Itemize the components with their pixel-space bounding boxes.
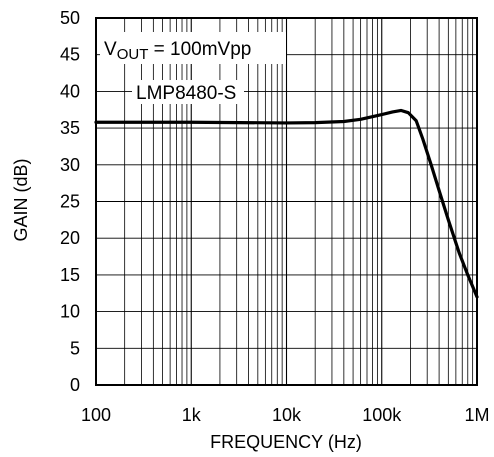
y-tick-label: 15 — [60, 265, 80, 285]
annotation-vout-prefix: V — [104, 39, 117, 60]
y-tick-label: 0 — [70, 375, 80, 395]
series-line-gain — [94, 108, 479, 299]
y-axis-title: GAIN (dB) — [11, 158, 31, 241]
series-group — [94, 108, 479, 299]
x-axis-title: FREQUENCY (Hz) — [210, 432, 362, 452]
plot-frame — [95, 17, 478, 386]
x-tick-label: 100k — [362, 405, 402, 425]
annotation-vout-suffix: = 100mVpp — [148, 39, 251, 60]
annotation-vout-box — [100, 32, 286, 64]
y-tick-label: 30 — [60, 155, 80, 175]
annotations-group: VOUT = 100mVpp LMP8480-S — [100, 32, 286, 104]
y-tick-label: 5 — [70, 338, 80, 358]
y-tick-label: 25 — [60, 192, 80, 212]
grid-lines — [95, 17, 477, 386]
y-tick-labels: 0 5 10 15 20 25 30 35 40 45 50 — [60, 8, 80, 395]
y-tick-label: 20 — [60, 228, 80, 248]
annotation-vout: VOUT = 100mVpp — [104, 39, 251, 63]
x-tick-label: 1k — [182, 405, 202, 425]
y-tick-label: 45 — [60, 45, 80, 65]
y-tick-label: 50 — [60, 8, 80, 28]
x-tick-label: 10k — [272, 405, 302, 425]
x-tick-label: 1M — [464, 405, 489, 425]
y-tick-label: 40 — [60, 81, 80, 101]
x-tick-label: 100 — [81, 405, 111, 425]
annotation-vout-subscript: OUT — [117, 46, 149, 63]
y-tick-label: 10 — [60, 302, 80, 322]
y-tick-label: 35 — [60, 118, 80, 138]
annotation-part-box — [132, 80, 244, 104]
x-tick-labels: 100 1k 10k 100k 1M — [81, 405, 490, 425]
annotation-part: LMP8480-S — [136, 83, 236, 104]
